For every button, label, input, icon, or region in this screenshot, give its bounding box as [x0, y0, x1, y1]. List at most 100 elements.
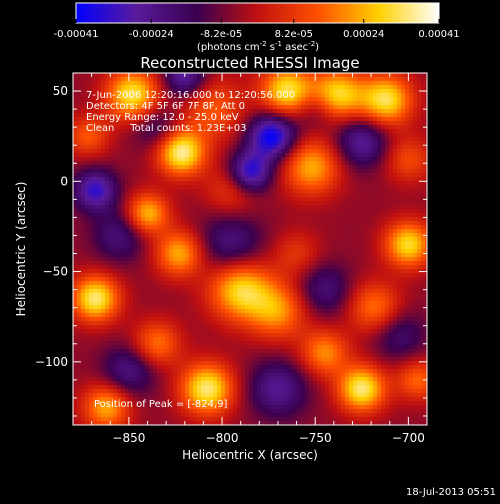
heatmap-cell [381, 165, 385, 169]
heatmap-cell [133, 285, 137, 289]
heatmap-cell [301, 97, 305, 101]
heatmap-cell [253, 193, 257, 197]
heatmap-cell [265, 101, 269, 105]
heatmap-cell [217, 141, 221, 145]
heatmap-cell [337, 229, 341, 233]
heatmap-cell [73, 133, 77, 137]
heatmap-cell [245, 273, 249, 277]
heatmap-cell [93, 213, 97, 217]
heatmap-cell [393, 217, 397, 221]
heatmap-cell [293, 261, 297, 265]
heatmap-cell [333, 205, 337, 209]
heatmap-cell [349, 249, 353, 253]
heatmap-cell [265, 153, 269, 157]
heatmap-cell [161, 73, 165, 77]
heatmap-cell [221, 189, 225, 193]
heatmap-cell [317, 149, 321, 153]
heatmap-cell [297, 101, 301, 105]
heatmap-cell [201, 289, 205, 293]
heatmap-cell [305, 213, 309, 217]
heatmap-cell [221, 221, 225, 225]
heatmap-cell [165, 245, 169, 249]
heatmap-cell [85, 273, 89, 277]
heatmap-cell [121, 185, 125, 189]
heatmap-cell [125, 193, 129, 197]
heatmap-cell [93, 285, 97, 289]
heatmap-cell [385, 209, 389, 213]
heatmap-cell [317, 249, 321, 253]
heatmap-cell [417, 281, 421, 285]
heatmap-cell [253, 293, 257, 297]
heatmap-cell [249, 105, 253, 109]
heatmap-cell [265, 285, 269, 289]
heatmap-cell [309, 241, 313, 245]
heatmap-cell [201, 265, 205, 269]
heatmap-cell [401, 165, 405, 169]
heatmap-cell [101, 161, 105, 165]
heatmap-cell [357, 213, 361, 217]
heatmap-cell [365, 237, 369, 241]
heatmap-cell [165, 149, 169, 153]
heatmap-cell [417, 237, 421, 241]
heatmap-cell [161, 245, 165, 249]
heatmap-cell [325, 129, 329, 133]
heatmap-cell [381, 85, 385, 89]
heatmap-cell [253, 237, 257, 241]
heatmap-cell [261, 181, 265, 185]
heatmap-cell [233, 137, 237, 141]
heatmap-cell [409, 193, 413, 197]
heatmap-cell [153, 189, 157, 193]
heatmap-cell [357, 245, 361, 249]
heatmap-cell [221, 205, 225, 209]
heatmap-cell [329, 157, 333, 161]
heatmap-cell [389, 217, 393, 221]
heatmap-cell [77, 265, 81, 269]
heatmap-cell [277, 249, 281, 253]
heatmap-cell [401, 213, 405, 217]
heatmap-cell [317, 213, 321, 217]
heatmap-cell [233, 245, 237, 249]
heatmap-cell [365, 113, 369, 117]
heatmap-cell [381, 89, 385, 93]
heatmap-cell [305, 281, 309, 285]
heatmap-cell [317, 73, 321, 77]
heatmap-cell [321, 121, 325, 125]
heatmap-cell [273, 137, 277, 141]
heatmap-cell [417, 161, 421, 165]
heatmap-cell [153, 225, 157, 229]
heatmap-cell [373, 209, 377, 213]
heatmap-cell [357, 89, 361, 93]
heatmap-cell [101, 225, 105, 229]
heatmap-cell [73, 265, 77, 269]
heatmap-cell [105, 281, 109, 285]
heatmap-cell [345, 189, 349, 193]
heatmap-cell [261, 133, 265, 137]
heatmap-cell [109, 201, 113, 205]
heatmap-cell [281, 269, 285, 273]
heatmap-cell [297, 185, 301, 189]
heatmap-cell [257, 193, 261, 197]
heatmap-cell [101, 269, 105, 273]
heatmap-cell [305, 105, 309, 109]
heatmap-cell [353, 237, 357, 241]
heatmap-cell [77, 289, 81, 293]
heatmap-cell [173, 249, 177, 253]
heatmap-cell [257, 281, 261, 285]
heatmap-cell [89, 269, 93, 273]
heatmap-cell [297, 113, 301, 117]
heatmap-cell [205, 145, 209, 149]
heatmap-cell [249, 161, 253, 165]
heatmap-cell [349, 121, 353, 125]
heatmap-cell [329, 161, 333, 165]
heatmap-cell [345, 237, 349, 241]
heatmap-cell [313, 157, 317, 161]
heatmap-cell [201, 77, 205, 81]
heatmap-cell [249, 273, 253, 277]
heatmap-cell [309, 105, 313, 109]
heatmap-cell [197, 85, 201, 89]
heatmap-cell [177, 153, 181, 157]
heatmap-cell [129, 257, 133, 261]
heatmap-cell [133, 157, 137, 161]
heatmap-cell [277, 173, 281, 177]
heatmap-cell [109, 289, 113, 293]
